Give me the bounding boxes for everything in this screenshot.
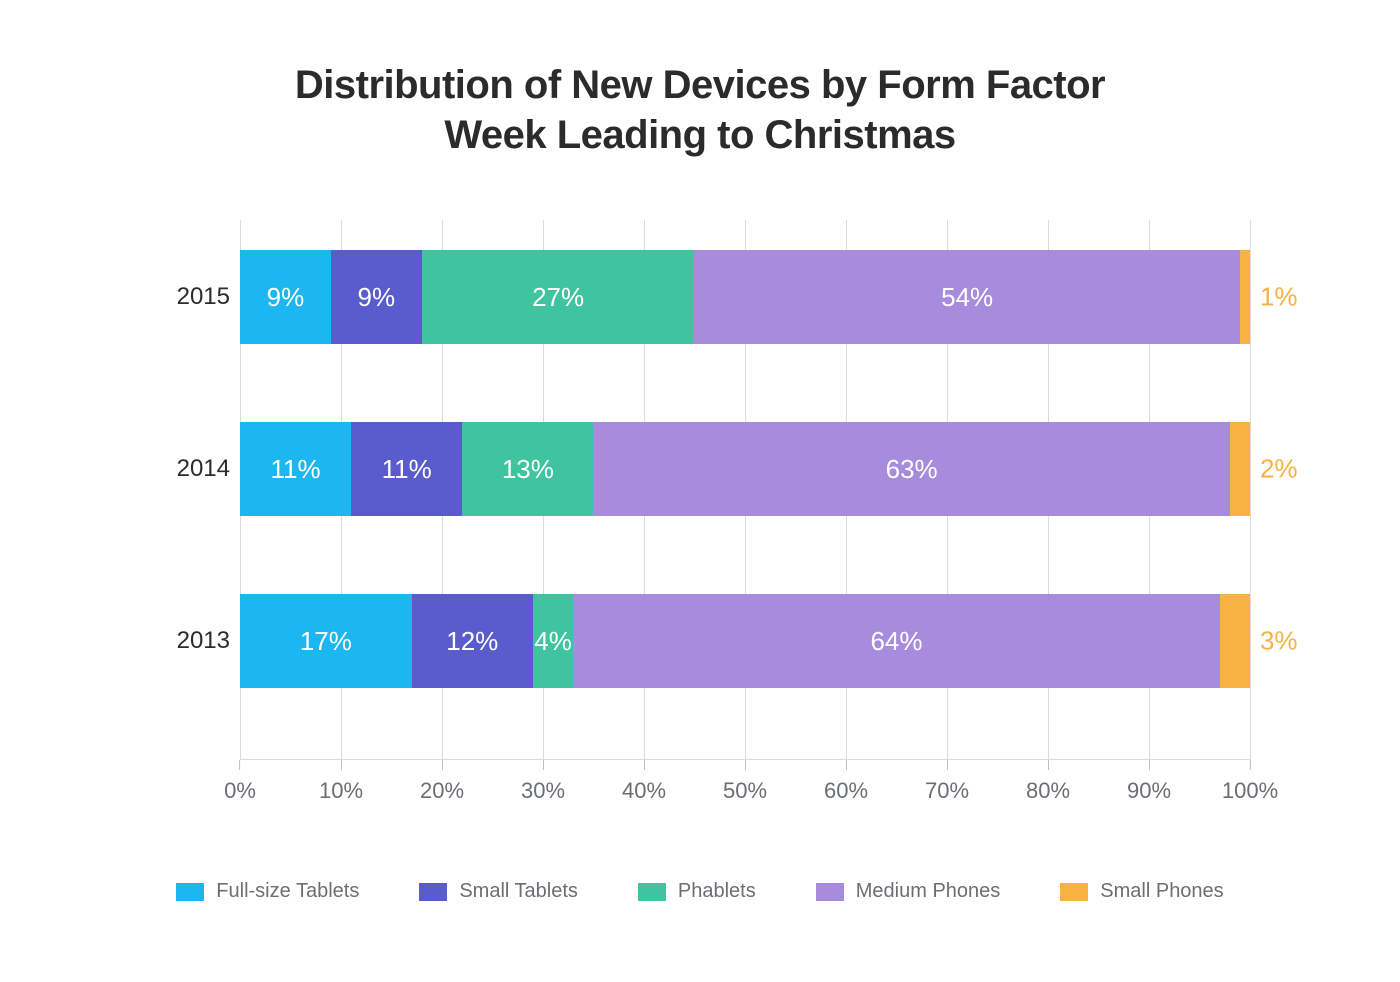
x-tick: 80% <box>1026 760 1070 804</box>
x-tick: 20% <box>420 760 464 804</box>
x-tick: 30% <box>521 760 565 804</box>
x-tick-mark <box>744 760 745 770</box>
legend-swatch <box>176 883 204 901</box>
x-tick-label: 10% <box>319 778 363 804</box>
legend-label: Full-size Tablets <box>216 880 359 903</box>
bar-segment: 54% <box>694 250 1239 344</box>
segment-label: 12% <box>446 626 498 657</box>
legend: Full-size Tablets Small Tablets Phablets Me… <box>100 880 1300 903</box>
title-line-1: Distribution of New Devices by Form Fact… <box>295 63 1105 107</box>
x-tick-label: 20% <box>420 778 464 804</box>
legend-label: Small Tablets <box>459 880 578 903</box>
x-tick-mark <box>441 760 442 770</box>
x-axis: 0%10%20%30%40%50%60%70%80%90%100% <box>240 760 1250 820</box>
bar-row: 201411%11%13%63%2% <box>240 422 1250 516</box>
bar-row: 201317%12%4%64%3% <box>240 594 1250 688</box>
x-tick-mark <box>239 760 240 770</box>
legend-item: Small Phones <box>1060 880 1223 903</box>
segment-label: 63% <box>886 454 938 485</box>
legend-label: Small Phones <box>1100 880 1223 903</box>
x-tick-mark <box>643 760 644 770</box>
chart-title: Distribution of New Devices by Form Fact… <box>100 60 1300 160</box>
legend-swatch <box>1060 883 1088 901</box>
x-tick: 50% <box>723 760 767 804</box>
x-tick-mark <box>542 760 543 770</box>
x-tick-label: 0% <box>224 778 256 804</box>
segment-label: 64% <box>870 626 922 657</box>
legend-item: Small Tablets <box>419 880 578 903</box>
segment-label: 54% <box>941 282 993 313</box>
segment-label: 11% <box>270 454 320 485</box>
bar-segment: 63% <box>593 422 1229 516</box>
plot-area: 20159%9%27%54%1%201411%11%13%63%2%201317… <box>240 220 1250 760</box>
segment-label-outside: 1% <box>1250 282 1298 313</box>
bar-segment: 4% <box>533 594 573 688</box>
title-line-2: Week Leading to Christmas <box>444 113 955 157</box>
x-tick: 100% <box>1222 760 1278 804</box>
bar-segment: 17% <box>240 594 412 688</box>
x-tick-label: 100% <box>1222 778 1278 804</box>
chart-container: Distribution of New Devices by Form Fact… <box>0 0 1400 982</box>
bar-segment: 64% <box>573 594 1219 688</box>
x-tick-mark <box>1250 760 1251 770</box>
segment-label: 17% <box>300 626 352 657</box>
bar-segment: 9% <box>331 250 422 344</box>
legend-swatch <box>419 883 447 901</box>
x-tick: 70% <box>925 760 969 804</box>
x-tick-label: 50% <box>723 778 767 804</box>
bars-zone: 20159%9%27%54%1%201411%11%13%63%2%201317… <box>240 220 1250 760</box>
legend-item: Full-size Tablets <box>176 880 359 903</box>
legend-label: Phablets <box>678 880 756 903</box>
x-tick-mark <box>946 760 947 770</box>
legend-swatch <box>638 883 666 901</box>
bar-segment: 11% <box>240 422 351 516</box>
x-tick-label: 30% <box>521 778 565 804</box>
bar-segment: 1% <box>1240 250 1250 344</box>
x-tick-mark <box>1047 760 1048 770</box>
bar-segment: 9% <box>240 250 331 344</box>
x-tick: 0% <box>224 760 256 804</box>
y-axis-label: 2014 <box>160 455 230 483</box>
segment-label: 11% <box>382 454 432 485</box>
y-axis-label: 2013 <box>160 627 230 655</box>
segment-label-outside: 2% <box>1250 454 1298 485</box>
bar-segment: 11% <box>351 422 462 516</box>
x-tick-label: 60% <box>824 778 868 804</box>
x-tick-label: 70% <box>925 778 969 804</box>
x-tick-label: 90% <box>1127 778 1171 804</box>
x-tick: 10% <box>319 760 363 804</box>
segment-label: 4% <box>534 626 572 657</box>
legend-item: Phablets <box>638 880 756 903</box>
segment-label: 9% <box>358 282 396 313</box>
x-tick-mark <box>845 760 846 770</box>
x-tick: 40% <box>622 760 666 804</box>
legend-item: Medium Phones <box>816 880 1001 903</box>
segment-label: 9% <box>267 282 305 313</box>
legend-label: Medium Phones <box>856 880 1001 903</box>
x-tick-mark <box>340 760 341 770</box>
bar-segment: 13% <box>462 422 593 516</box>
bar-segment: 12% <box>412 594 533 688</box>
segment-label: 27% <box>532 282 584 313</box>
x-tick-mark <box>1148 760 1149 770</box>
legend-swatch <box>816 883 844 901</box>
segment-label: 13% <box>502 454 554 485</box>
bar-row: 20159%9%27%54%1% <box>240 250 1250 344</box>
bar-segment: 2% <box>1230 422 1250 516</box>
y-axis-label: 2015 <box>160 283 230 311</box>
x-tick: 60% <box>824 760 868 804</box>
x-tick: 90% <box>1127 760 1171 804</box>
segment-label-outside: 3% <box>1250 626 1298 657</box>
x-tick-label: 40% <box>622 778 666 804</box>
bar-segment: 3% <box>1220 594 1250 688</box>
bar-segment: 27% <box>422 250 695 344</box>
x-tick-label: 80% <box>1026 778 1070 804</box>
